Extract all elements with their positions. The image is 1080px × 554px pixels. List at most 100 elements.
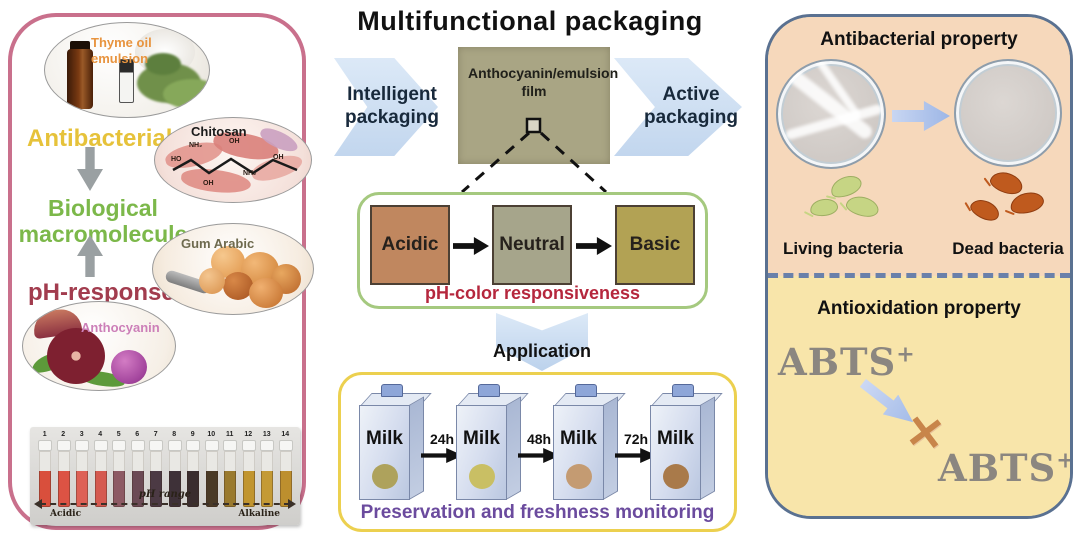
anthocyanin-powder-image: [111, 350, 147, 384]
vial-glass: [187, 451, 199, 471]
vial-liquid: [150, 471, 162, 507]
carton-cap: [575, 384, 597, 397]
gum-arabic-photo: Gum Arabic: [152, 223, 314, 315]
vial-cap: [260, 440, 274, 451]
acidic-label: Acidic: [381, 234, 439, 255]
chem-label: HO: [171, 156, 182, 163]
ph-vial: 11: [221, 431, 239, 509]
chem-label: NH₂: [189, 142, 203, 149]
ph-vial: 7: [147, 431, 165, 509]
carton-cap: [381, 384, 403, 397]
vial-number: 9: [190, 431, 195, 438]
freshness-indicator-dot: [469, 464, 495, 489]
gum-lump-image: [199, 268, 225, 294]
right-arrow-icon: [576, 237, 612, 255]
carton-cap: [478, 384, 500, 397]
vial-liquid: [39, 471, 51, 507]
film-label: Anthocyanin/emulsion film: [468, 65, 619, 99]
down-arrow-icon: [77, 147, 103, 191]
milk-label: Milk: [560, 428, 597, 449]
time-label: 72h: [623, 431, 649, 447]
vial-glass: [57, 451, 70, 471]
vial-number: 1: [42, 431, 47, 438]
ph-range-line: [40, 503, 290, 505]
freshness-indicator-dot: [566, 464, 592, 489]
ph-range-label: pH range: [138, 489, 192, 500]
vial-glass: [168, 451, 181, 471]
thyme-oil-photo: Thyme oil emulsion: [44, 22, 210, 118]
ph-vial: 14: [277, 431, 295, 509]
vial-cap: [75, 440, 89, 451]
ph-vial: 3: [73, 431, 91, 509]
vial-glass: [113, 451, 125, 471]
vial-cap: [112, 440, 126, 451]
vial-cap: [38, 440, 52, 451]
dead-bacterium-icon: [967, 195, 1003, 225]
biological-macromolecule-keyword: Biological macromolecule: [18, 195, 188, 248]
emulsion-vial: [119, 59, 134, 103]
vial-liquid: [187, 471, 199, 507]
milk-carton: Milk: [359, 384, 432, 501]
thyme-oil-label: Thyme oil emulsion: [91, 35, 152, 66]
properties-panel: Antibacterial property Living bacteria D…: [765, 14, 1073, 519]
milk-label: Milk: [366, 428, 403, 449]
vial-liquid: [279, 471, 292, 507]
freshness-indicator-dot: [372, 464, 398, 489]
vial-cap: [93, 440, 108, 451]
vial-number: 3: [79, 431, 84, 438]
vial-glass: [279, 451, 292, 471]
basic-label: Basic: [629, 234, 681, 255]
vial-glass: [205, 451, 218, 471]
neutral-label: Neutral: [499, 234, 565, 255]
chem-label: OH: [273, 154, 284, 161]
ph-vial: 6: [129, 431, 147, 509]
carton-side: [700, 396, 715, 500]
vial-cap: [130, 440, 145, 451]
preservation-caption: Preservation and freshness monitoring: [360, 502, 715, 523]
abts-radical-label: ABTS+: [938, 446, 1070, 490]
right-arrowhead-icon: [288, 499, 296, 509]
vial-liquid: [131, 471, 144, 507]
vial-number: 14: [281, 431, 290, 438]
antibacterial-property-title: Antibacterial property: [820, 29, 1018, 50]
antioxidation-section: Antioxidation property ABTS+ ✕ ABTS+: [768, 278, 1070, 516]
vial-glass: [224, 451, 236, 471]
ph-vial: 13: [258, 431, 276, 509]
antibacterial-section: Antibacterial property Living bacteria D…: [768, 17, 1070, 276]
carton-front: Milk: [650, 405, 701, 500]
vial-glass: [94, 451, 107, 471]
time-arrow: 72h: [615, 431, 657, 463]
time-label: 24h: [429, 431, 455, 447]
vial-liquid: [113, 471, 125, 507]
ph-vial: 12: [240, 431, 258, 509]
milk-carton: Milk: [650, 384, 723, 501]
abts-radical-label: ABTS+: [778, 340, 916, 384]
vial-liquid: [261, 471, 273, 507]
vial-liquid: [76, 471, 88, 507]
thyme-herb-image: [163, 79, 209, 109]
vial-number: 6: [135, 431, 140, 438]
vial-cap: [186, 440, 200, 451]
dead-bacterium-icon: [987, 168, 1026, 198]
oil-bottle: [67, 49, 93, 109]
vial-glass: [261, 451, 273, 471]
vial-glass: [131, 451, 144, 471]
chem-label: NH₂: [243, 170, 257, 177]
vial-number: 12: [244, 431, 253, 438]
materials-panel: Thyme oil emulsion Antibacterial NH₂ OH …: [8, 13, 314, 530]
carton-front: Milk: [553, 405, 604, 500]
vial-number: 2: [61, 431, 66, 438]
vial-cap: [167, 440, 182, 451]
basic-color-swatch: Basic: [615, 205, 695, 285]
abts-plus: +: [896, 341, 916, 368]
ph-vial: 9: [184, 431, 202, 509]
vial-cap: [56, 440, 71, 451]
acidic-end-label: Acidic: [50, 509, 82, 519]
anthocyanin-photo: Anthocyanin: [22, 301, 176, 391]
ph-vial: 8: [166, 431, 184, 509]
milk-label: Milk: [657, 428, 694, 449]
chitosan-photo: NH₂ OH HO OH NH₂ OH Chitosan: [154, 117, 312, 203]
carton-cap: [672, 384, 694, 397]
living-bacteria-label: Living bacteria: [783, 239, 903, 258]
carton-front: Milk: [359, 405, 410, 500]
